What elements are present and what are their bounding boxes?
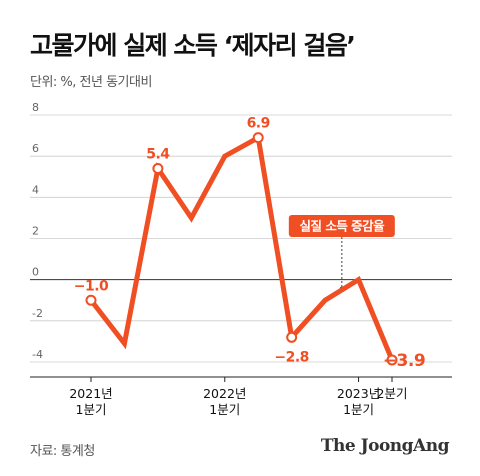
callout-box	[288, 215, 395, 237]
x-tick-label: 2023년	[337, 386, 380, 401]
y-tick-label: -4	[32, 348, 43, 361]
marker-layer	[85, 132, 398, 366]
y-tick-label: 2	[32, 225, 39, 238]
callout-layer: 실질 소득 증감율	[288, 215, 395, 292]
y-tick-label: 4	[32, 183, 39, 196]
data-point-marker	[152, 163, 164, 175]
y-tick-label: -2	[32, 307, 43, 320]
callout-label: 실질 소득 증감율	[299, 219, 385, 234]
data-label-layer: −1.0 5.4 6.9 −2.8 −3.9	[74, 116, 426, 371]
chart-title: 고물가에 실제 소득 ‘제자리 걸음’	[30, 31, 356, 60]
publisher-logo: The JoongAng	[320, 436, 450, 456]
y-tick-label: 0	[32, 266, 39, 279]
x-tick-label: 2분기	[377, 386, 408, 401]
grid-layer	[30, 114, 452, 378]
series-layer	[89, 133, 395, 361]
x-tick-label: 2022년	[203, 386, 246, 401]
y-tick-layer: 8 6 4 2 0 -2 -4	[32, 101, 43, 361]
data-label: −2.8	[274, 349, 309, 365]
data-label: 5.4	[146, 147, 170, 163]
data-point-marker	[286, 331, 298, 343]
x-tick-label-line2: 1분기	[76, 402, 107, 417]
series-line	[89, 133, 395, 361]
data-label: −1.0	[74, 278, 109, 294]
y-tick-label: 8	[32, 101, 39, 114]
data-point-marker	[85, 294, 97, 306]
data-label: 6.9	[247, 116, 270, 132]
x-tick-label-line2: 1분기	[343, 402, 374, 417]
y-tick-label: 6	[32, 142, 39, 155]
data-label: −3.9	[383, 351, 425, 371]
x-tick-label: 2021년	[69, 386, 112, 401]
x-tick-label-line2: 1분기	[209, 402, 240, 417]
data-point-marker	[386, 354, 398, 366]
unit-label: 단위: %, 전년 동기대비	[30, 75, 152, 90]
data-point-marker	[252, 132, 264, 144]
source-note: 자료: 통계청	[30, 444, 95, 459]
